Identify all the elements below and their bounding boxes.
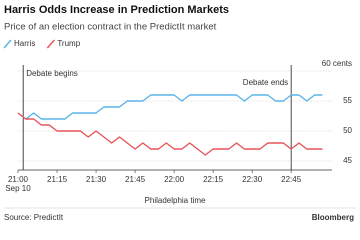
x-tick-label: 22:45: [281, 175, 302, 184]
chart: Harris Odds Increase in Prediction Marke…: [0, 0, 360, 227]
x-tick-label: 22:00: [164, 175, 185, 184]
x-tick-label: 21:45: [125, 175, 146, 184]
x-tick-label: 22:15: [203, 175, 224, 184]
x-tick-label: 21:15: [47, 175, 68, 184]
annotation-label: Debate begins: [26, 69, 78, 78]
source: Source: PredictIt: [4, 213, 64, 222]
legend-label: Trump: [57, 39, 80, 48]
x-tick-label: 22:30: [242, 175, 263, 184]
legend-swatch: [46, 39, 55, 49]
legend-label: Harris: [14, 39, 35, 48]
brand: Bloomberg: [312, 213, 354, 222]
y-tick-label: 45: [343, 156, 352, 165]
series-line: [17, 112, 323, 156]
x-tick-sublabel: Sep 10: [5, 184, 31, 193]
y-tick-label: 60 cents: [322, 59, 352, 68]
background: [0, 0, 360, 227]
x-tick-label: 21:30: [86, 175, 107, 184]
annotation-label: Debate ends: [243, 78, 288, 87]
chart-subtitle: Price of an election contract in the Pre…: [4, 22, 217, 33]
y-tick-label: 55: [343, 96, 352, 105]
chart-title: Harris Odds Increase in Prediction Marke…: [4, 4, 229, 16]
y-tick-label: 50: [343, 126, 352, 135]
series-line: [17, 94, 323, 120]
x-axis-label: Philadelphia time: [145, 196, 206, 205]
legend-swatch: [3, 39, 12, 49]
x-tick-label: 21:00: [8, 175, 29, 184]
